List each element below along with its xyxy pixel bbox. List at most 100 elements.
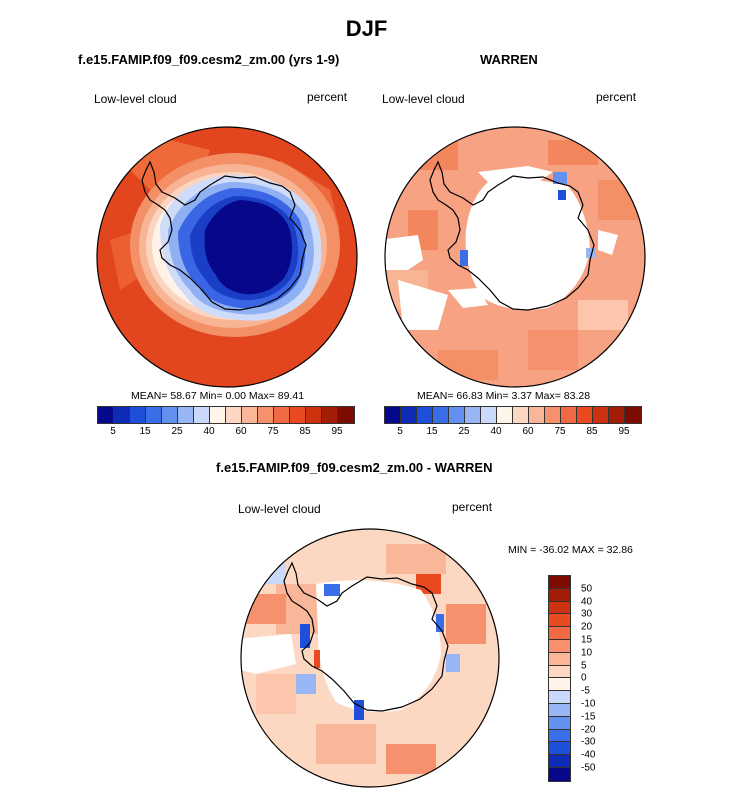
colorbar-tick-label: 25 — [171, 426, 183, 437]
colorbar-tick-label: 75 — [554, 426, 566, 437]
colorbar-tick-label: -20 — [581, 724, 596, 736]
left-colorbar-ticks: 5 15 25 40 60 75 85 95 — [97, 426, 355, 440]
colorbar-tick-label: 60 — [522, 426, 534, 437]
colorbar-tick-label: 15 — [139, 426, 151, 437]
diff-stats: MIN = -36.02 MAX = 32.86 — [508, 544, 633, 556]
colorbar-swatch — [549, 703, 570, 717]
colorbar-swatch — [549, 742, 570, 756]
colorbar-swatch — [549, 665, 570, 679]
colorbar-tick-label: -10 — [581, 698, 596, 710]
colorbar-tick-label: 5 — [110, 426, 116, 437]
colorbar-tick-label: 25 — [458, 426, 470, 437]
colorbar-tick-label: 85 — [586, 426, 598, 437]
left-variable-label: Low-level cloud — [94, 92, 177, 106]
colorbar-swatch — [593, 407, 609, 423]
right-case-title: WARREN — [480, 52, 538, 67]
colorbar-tick-label: 15 — [426, 426, 438, 437]
colorbar-swatch — [549, 614, 570, 628]
colorbar-swatch — [545, 407, 561, 423]
colorbar-swatch — [549, 627, 570, 640]
colorbar-tick-label: 5 — [397, 426, 403, 437]
colorbar-swatch — [549, 716, 570, 730]
colorbar-tick-label: 10 — [581, 647, 593, 659]
colorbar-swatch — [625, 407, 641, 423]
colorbar-tick-label: 30 — [581, 608, 593, 620]
colorbar-tick-label: -40 — [581, 749, 596, 761]
colorbar-swatch — [242, 407, 258, 423]
diff-polar-map — [240, 528, 500, 788]
colorbar-tick-label: 95 — [618, 426, 630, 437]
colorbar-swatch — [529, 407, 545, 423]
colorbar-swatch — [130, 407, 146, 423]
colorbar-tick-label: 40 — [203, 426, 215, 437]
colorbar-swatch — [497, 407, 513, 423]
colorbar-swatch — [577, 407, 593, 423]
colorbar-tick-label: -15 — [581, 711, 596, 723]
colorbar-tick-label: 15 — [581, 634, 593, 646]
colorbar-swatch — [401, 407, 417, 423]
colorbar-swatch — [433, 407, 449, 423]
right-colorbar-ticks: 5 15 25 40 60 75 85 95 — [384, 426, 642, 440]
colorbar-swatch — [274, 407, 290, 423]
left-colorbar — [97, 406, 355, 424]
colorbar-tick-label: -50 — [581, 762, 596, 774]
colorbar-swatch — [290, 407, 306, 423]
colorbar-swatch — [549, 691, 570, 704]
colorbar-swatch — [549, 755, 570, 768]
colorbar-swatch — [549, 601, 570, 615]
colorbar-swatch — [449, 407, 465, 423]
right-variable-label: Low-level cloud — [382, 92, 465, 106]
diff-coastline — [283, 561, 449, 712]
colorbar-swatch — [114, 407, 130, 423]
diff-units-label: percent — [452, 500, 493, 514]
colorbar-swatch — [549, 652, 570, 666]
colorbar-swatch — [162, 407, 178, 423]
figure-title: DJF — [345, 16, 388, 41]
colorbar-tick-label: 0 — [581, 672, 587, 684]
colorbar-swatch — [609, 407, 625, 423]
left-units-label: percent — [307, 90, 348, 104]
right-stats: MEAN= 66.83 Min= 3.37 Max= 83.28 — [417, 390, 591, 402]
diff-case-title: f.e15.FAMIP.f09_f09.cesm2_zm.00 - WARREN — [216, 460, 493, 475]
colorbar-swatch — [194, 407, 210, 423]
colorbar-swatch — [465, 407, 481, 423]
colorbar-swatch — [258, 407, 274, 423]
colorbar-swatch — [549, 576, 570, 589]
colorbar-swatch — [322, 407, 338, 423]
right-units-label: percent — [596, 90, 637, 104]
left-polar-map — [96, 126, 358, 388]
colorbar-swatch — [549, 767, 570, 781]
left-coastline — [141, 160, 307, 311]
left-case-title: f.e15.FAMIP.f09_f09.cesm2_zm.00 (yrs 1-9… — [78, 52, 340, 67]
colorbar-swatch — [549, 588, 570, 602]
colorbar-tick-label: 40 — [490, 426, 502, 437]
colorbar-tick-label: 5 — [581, 660, 587, 672]
right-polar-map — [384, 126, 646, 388]
colorbar-tick-label: 50 — [581, 583, 593, 595]
colorbar-swatch — [481, 407, 497, 423]
colorbar-swatch — [98, 407, 114, 423]
colorbar-swatch — [417, 407, 433, 423]
diff-variable-label: Low-level cloud — [238, 502, 321, 516]
colorbar-tick-label: 20 — [581, 621, 593, 633]
colorbar-swatch — [549, 729, 570, 743]
colorbar-swatch — [549, 639, 570, 653]
colorbar-tick-label: 75 — [267, 426, 279, 437]
colorbar-swatch — [513, 407, 529, 423]
colorbar-tick-label: 85 — [299, 426, 311, 437]
colorbar-swatch — [146, 407, 162, 423]
colorbar-tick-label: 95 — [331, 426, 343, 437]
colorbar-swatch — [226, 407, 242, 423]
colorbar-tick-label: 40 — [581, 596, 593, 608]
colorbar-swatch — [385, 407, 401, 423]
colorbar-swatch — [178, 407, 194, 423]
colorbar-swatch — [561, 407, 577, 423]
colorbar-swatch — [306, 407, 322, 423]
diff-colorbar — [548, 575, 571, 782]
left-stats: MEAN= 58.67 Min= 0.00 Max= 89.41 — [131, 390, 305, 402]
colorbar-tick-label: -30 — [581, 736, 596, 748]
colorbar-swatch — [549, 678, 570, 692]
colorbar-swatch — [338, 407, 354, 423]
colorbar-tick-label: -5 — [581, 685, 590, 697]
right-colorbar — [384, 406, 642, 424]
